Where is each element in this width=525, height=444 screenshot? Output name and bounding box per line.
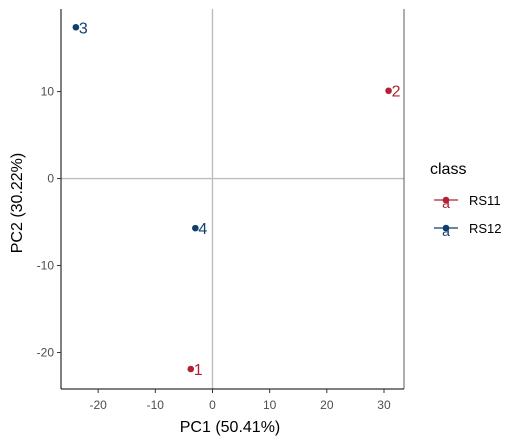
- data-point: [385, 87, 392, 95]
- data-points: 2 1 3 4: [72, 20, 401, 379]
- x-tick-label: -10: [147, 398, 165, 412]
- legend: class a RS11 a RS12: [430, 161, 502, 239]
- point-label: 2: [392, 84, 401, 101]
- x-axis-label: PC1 (50.41%): [180, 419, 281, 436]
- legend-entry-label: RS11: [469, 193, 501, 208]
- point-label: 4: [198, 221, 207, 238]
- reference-lines: [61, 9, 404, 389]
- y-tick-label: 10: [41, 85, 55, 99]
- point-label: 3: [79, 20, 88, 37]
- x-tick-label: 0: [209, 398, 216, 412]
- y-tick-label: -20: [37, 345, 55, 359]
- axes: [60, 9, 405, 390]
- point-label: 1: [194, 362, 203, 379]
- x-tick-label: 10: [263, 398, 277, 412]
- data-point: [187, 365, 195, 373]
- y-tick-label: -10: [37, 259, 55, 273]
- y-axis-ticks: -20 -10 0 10: [37, 85, 61, 359]
- x-axis-ticks: -20 -10 0 10 20 30: [89, 389, 391, 412]
- legend-key-point: [442, 224, 450, 232]
- x-tick-label: 20: [320, 398, 334, 412]
- legend-key-point: [442, 196, 450, 204]
- y-axis-label: PC2 (30.22%): [9, 153, 26, 254]
- legend-entry-label: RS12: [469, 221, 502, 236]
- data-point: [72, 23, 80, 31]
- x-tick-label: 30: [377, 398, 391, 412]
- data-point: [192, 224, 199, 232]
- y-tick-label: 0: [47, 172, 54, 186]
- legend-title: class: [430, 161, 466, 178]
- x-tick-label: -20: [89, 398, 107, 412]
- legend-key-glyph: a: [442, 223, 450, 239]
- legend-key-glyph: a: [442, 195, 450, 211]
